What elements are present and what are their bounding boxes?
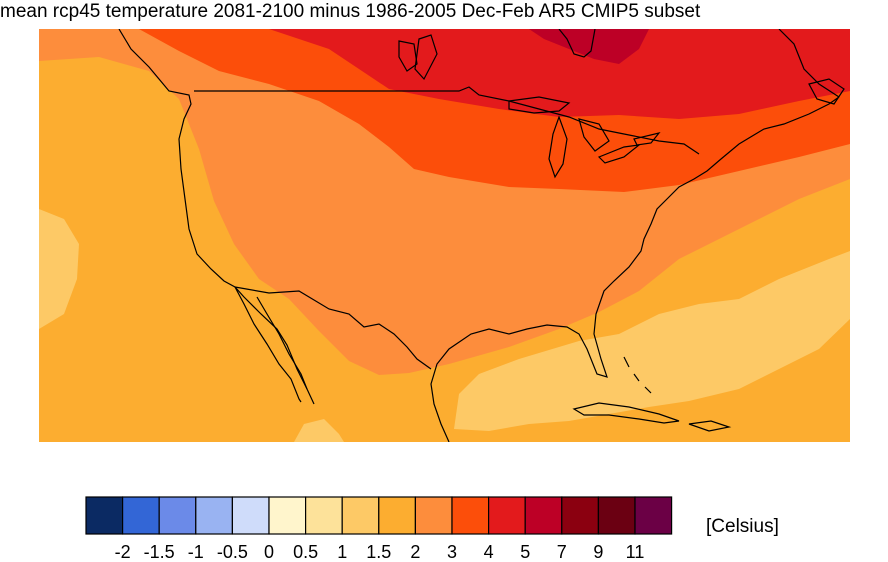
zone-west-pacific-light: [39, 209, 79, 329]
legend-box-13: [561, 496, 599, 535]
arctic-island-1: [398, 40, 418, 72]
legend-box-9: [414, 496, 453, 535]
legend-box-14: [597, 496, 636, 535]
legend-box-5: [268, 496, 307, 535]
lake-superior: [508, 96, 571, 114]
legend-tick-label: 2: [410, 542, 420, 562]
legend-tick-label: 4: [484, 542, 494, 562]
coastline-lines: [118, 29, 845, 442]
legend-tick-label: 5: [520, 542, 530, 562]
baja-coastline: [234, 286, 302, 403]
temperature-change-map: [39, 29, 850, 442]
legend-box-12: [524, 496, 563, 535]
bahamas-marks: [623, 356, 652, 394]
legend-box-3: [195, 496, 234, 535]
legend-tick-labels: -2 -1.5 -1 -0.5 0 0.5 1 1.5 2 3 4 5 7 9 11: [115, 542, 645, 562]
legend-box-8: [378, 496, 416, 535]
color-legend: -2 -1.5 -1 -0.5 0 0.5 1 1.5 2 3 4 5 7 9 11: [85, 496, 673, 562]
legend-tick-label: -1.5: [144, 542, 175, 562]
legend-box-4: [231, 496, 270, 535]
west-coastline: [118, 29, 315, 405]
zone-north-canada-high: [529, 29, 649, 64]
legend-box-2: [158, 496, 197, 535]
zone-north-canada: [269, 29, 850, 119]
cuba-coastline: [572, 402, 680, 424]
legend-box-15: [634, 496, 673, 535]
legend-box-1: [121, 496, 160, 535]
zone-gulf-light: [454, 251, 850, 431]
legend-tick-label: 11: [626, 542, 645, 562]
legend-box-11: [488, 496, 526, 535]
legend-tick-label: 9: [593, 542, 603, 562]
legend-tick-label: -1: [188, 542, 204, 562]
legend-box-0: [85, 496, 124, 535]
hispaniola-coastline: [688, 420, 732, 432]
legend-box-7: [341, 496, 380, 535]
lake-michigan: [548, 115, 568, 179]
arctic-island-2: [414, 34, 438, 81]
hudson-bay-shore: [558, 29, 596, 58]
legend-tick-label: 7: [557, 542, 567, 562]
us-mexico-border: [234, 286, 432, 370]
legend-tick-label: 1: [337, 542, 347, 562]
lake-ontario: [633, 132, 661, 146]
chart-title: mean rcp45 temperature 2081-2100 minus 1…: [0, 1, 701, 22]
gulf-of-california: [256, 296, 308, 390]
lake-erie: [597, 144, 642, 164]
legend-tick-label: 1.5: [366, 542, 391, 562]
legend-tick-label: 3: [447, 542, 457, 562]
legend-tick-label: 0.5: [293, 542, 318, 562]
legend-color-boxes: [85, 496, 673, 535]
zone-southeast-pacific-light: [294, 419, 344, 442]
legend-tick-label: 0: [264, 542, 274, 562]
legend-box-6: [305, 496, 343, 535]
legend-tick-label: -0.5: [217, 542, 248, 562]
legend-units-label: [Celsius]: [706, 516, 779, 537]
lake-huron: [578, 118, 610, 152]
labrador-coast: [778, 29, 840, 98]
legend-tick-label: -2: [115, 542, 131, 562]
east-coastline: [430, 96, 840, 442]
us-canada-border: [194, 86, 700, 155]
newfoundland: [808, 78, 845, 105]
legend-box-10: [451, 496, 490, 535]
